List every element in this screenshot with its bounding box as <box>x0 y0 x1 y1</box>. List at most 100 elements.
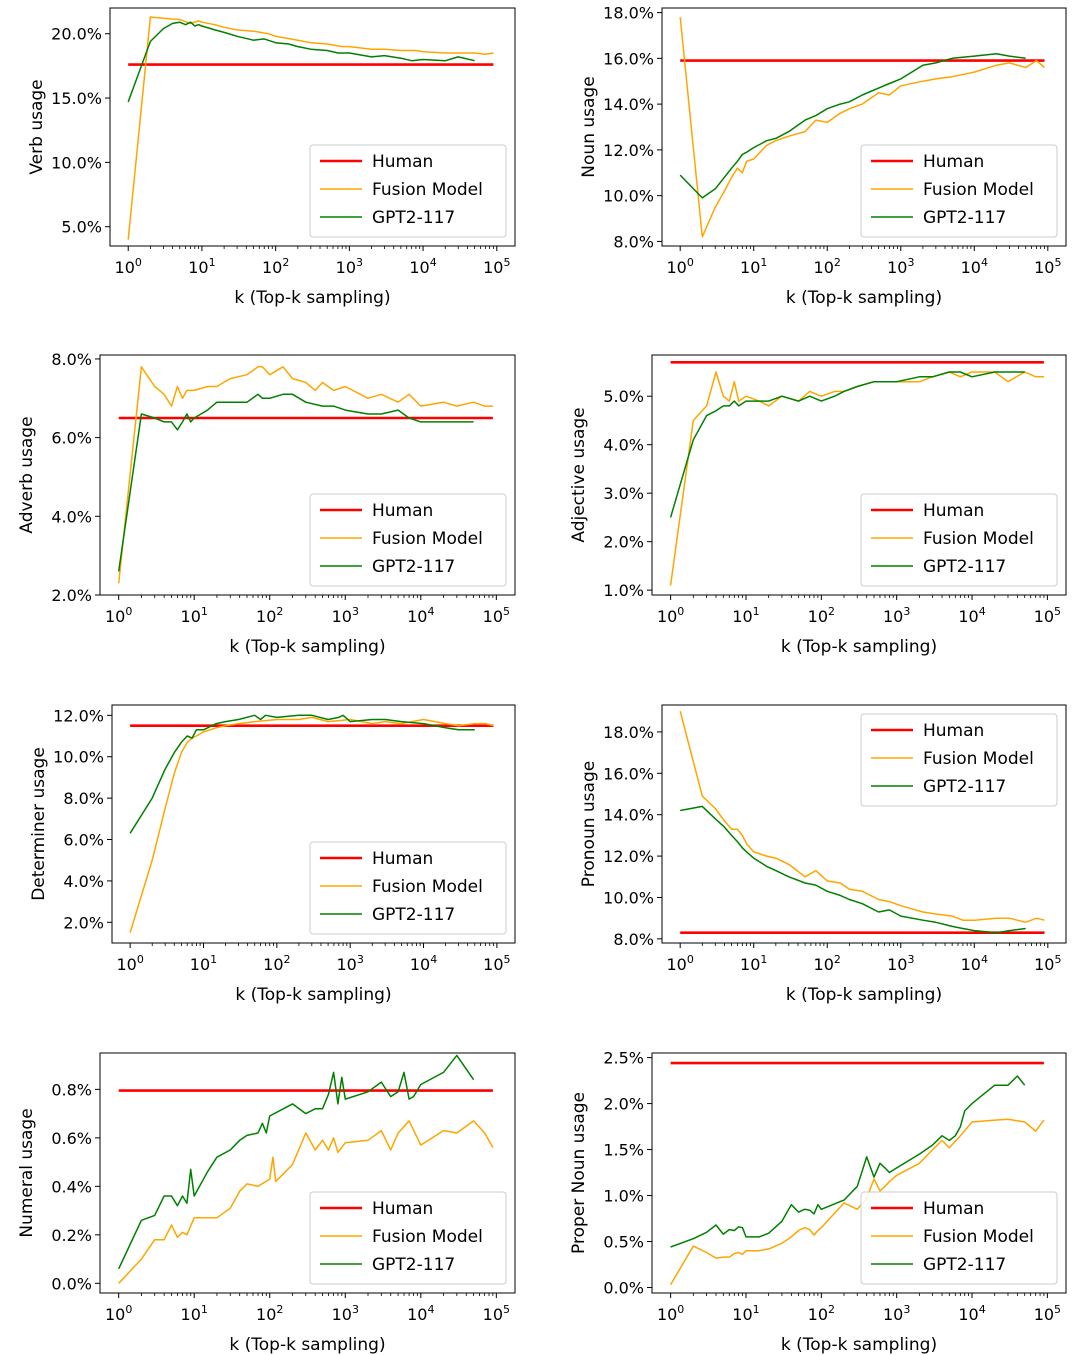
x-tick-label: 105 <box>1034 1303 1061 1324</box>
x-tick-label: 103 <box>883 1303 910 1324</box>
plot-frame <box>651 354 1067 596</box>
series-line-fusion-model <box>679 17 1045 238</box>
y-tick-label: 0.5% <box>603 1233 644 1252</box>
y-tick-label: 8.0% <box>613 930 654 949</box>
x-tick-label: 103 <box>332 605 359 626</box>
x-tick-label: 100 <box>105 1303 132 1324</box>
chart-determiner-usage: 2.0% 4.0% 6.0% 8.0% 10.0% 12.0% 100 101 102 103 10… <box>29 704 516 1005</box>
y-tick-label: 16.0% <box>603 49 654 68</box>
x-tick-label: 102 <box>256 1303 283 1324</box>
x-minor-ticks <box>151 943 494 946</box>
x-tick-label: 102 <box>814 953 841 974</box>
x-tick-label: 104 <box>410 953 437 974</box>
x-tick-label: 101 <box>181 1303 208 1324</box>
x-axis-label: k (Top-k sampling) <box>786 985 942 1005</box>
series-line-gpt2-117 <box>129 714 475 834</box>
x-axis-label: k (Top-k sampling) <box>781 637 937 657</box>
x-tick-label: 103 <box>336 256 363 277</box>
series-line-gpt2-117 <box>679 53 1026 199</box>
legend-box <box>309 144 507 238</box>
x-tick-label: 104 <box>961 953 988 974</box>
y-tick-label: 2.5% <box>603 1049 644 1068</box>
legend-label-gpt2-117: GPT2-117 <box>372 208 455 228</box>
legend: Human Fusion Model GPT2-117 <box>309 841 507 935</box>
legend: Human Fusion Model GPT2-117 <box>309 493 507 587</box>
series-line-fusion-model <box>127 16 494 240</box>
x-tick-label: 102 <box>263 953 290 974</box>
legend-box <box>860 493 1058 587</box>
x-tick-label: 102 <box>808 605 835 626</box>
series-line-fusion-model <box>669 1118 1045 1286</box>
x-tick-label: 105 <box>483 953 510 974</box>
legend-label-gpt2-117: GPT2-117 <box>923 208 1006 228</box>
x-tick-label: 101 <box>732 605 759 626</box>
y-tick-label: 14.0% <box>603 95 654 114</box>
plot-frame <box>99 1052 516 1294</box>
y-tick-label: 12.0% <box>53 706 104 725</box>
x-minor-ticks <box>150 246 494 249</box>
series-line-fusion-model <box>679 711 1045 924</box>
x-tick-label: 102 <box>808 1303 835 1324</box>
x-minor-ticks <box>141 1293 494 1296</box>
y-axis-label: Determiner usage <box>29 747 49 901</box>
y-tick-label: 2.0% <box>603 1095 644 1114</box>
legend: Human Fusion Model GPT2-117 <box>309 1191 507 1285</box>
legend-label-fusion-model: Fusion Model <box>923 1227 1034 1247</box>
series-group <box>679 17 1045 238</box>
x-tick-label: 103 <box>332 1303 359 1324</box>
y-tick-label: 0.2% <box>51 1226 92 1245</box>
legend: Human Fusion Model GPT2-117 <box>860 1191 1058 1285</box>
series-group <box>118 1054 494 1284</box>
chart-noun-usage: 8.0% 10.0% 12.0% 14.0% 16.0% 18.0% 100 101 102 10… <box>579 4 1067 308</box>
x-tick-label: 102 <box>814 256 841 277</box>
y-tick-label: 0.4% <box>51 1177 92 1196</box>
legend-label-gpt2-117: GPT2-117 <box>923 777 1006 797</box>
x-tick-label: 103 <box>887 953 914 974</box>
legend-box <box>309 841 507 935</box>
y-axis-label: Verb usage <box>27 79 47 174</box>
legend-label-fusion-model: Fusion Model <box>372 529 483 549</box>
chart-adjective-usage: 1.0% 2.0% 3.0% 4.0% 5.0% 100 101 102 103 104 105 k … <box>569 354 1067 657</box>
y-tick-label: 14.0% <box>603 806 654 825</box>
legend-label-gpt2-117: GPT2-117 <box>923 1255 1006 1275</box>
series-line-fusion-model <box>129 716 494 933</box>
x-axis-label: k (Top-k sampling) <box>235 985 391 1005</box>
legend-label-fusion-model: Fusion Model <box>372 877 483 897</box>
x-tick-label: 100 <box>667 953 694 974</box>
x-tick-label: 105 <box>483 605 510 626</box>
plot-frame <box>111 704 516 944</box>
y-tick-label: 8.0% <box>51 350 92 369</box>
y-axis-label: Adjective usage <box>569 407 589 542</box>
x-tick-label: 105 <box>1034 605 1061 626</box>
y-tick-label: 0.6% <box>51 1129 92 1148</box>
y-tick-label: 0.8% <box>51 1080 92 1099</box>
y-tick-label: 8.0% <box>613 232 654 251</box>
x-tick-label: 105 <box>483 256 510 277</box>
y-tick-label: 5.0% <box>61 218 102 237</box>
x-tick-label: 105 <box>483 1303 510 1324</box>
y-axis-label: Pronoun usage <box>579 761 599 887</box>
legend-box <box>860 713 1058 807</box>
legend-label-gpt2-117: GPT2-117 <box>372 1255 455 1275</box>
series-group <box>669 360 1044 586</box>
x-tick-label: 100 <box>657 605 684 626</box>
x-tick-label: 100 <box>657 1303 684 1324</box>
series-line-fusion-model <box>669 371 1044 586</box>
y-axis-label: Adverb usage <box>17 416 37 533</box>
plot-frame <box>661 704 1067 944</box>
x-tick-label: 104 <box>407 1303 434 1324</box>
x-tick-label: 100 <box>116 953 143 974</box>
x-tick-label: 105 <box>1034 256 1061 277</box>
x-axis-label: k (Top-k sampling) <box>229 1335 385 1355</box>
x-tick-label: 103 <box>883 605 910 626</box>
legend-label-human: Human <box>372 501 433 521</box>
y-tick-label: 1.5% <box>603 1141 644 1160</box>
y-axis-label: Proper Noun usage <box>569 1092 589 1254</box>
x-axis-label: k (Top-k sampling) <box>781 1335 937 1355</box>
x-tick-label: 101 <box>740 256 767 277</box>
y-tick-label: 18.0% <box>603 723 654 742</box>
y-tick-label: 0.0% <box>51 1274 92 1293</box>
y-tick-label: 1.0% <box>603 1187 644 1206</box>
plot-frame <box>99 354 516 596</box>
series-line-gpt2-117 <box>118 1054 475 1270</box>
